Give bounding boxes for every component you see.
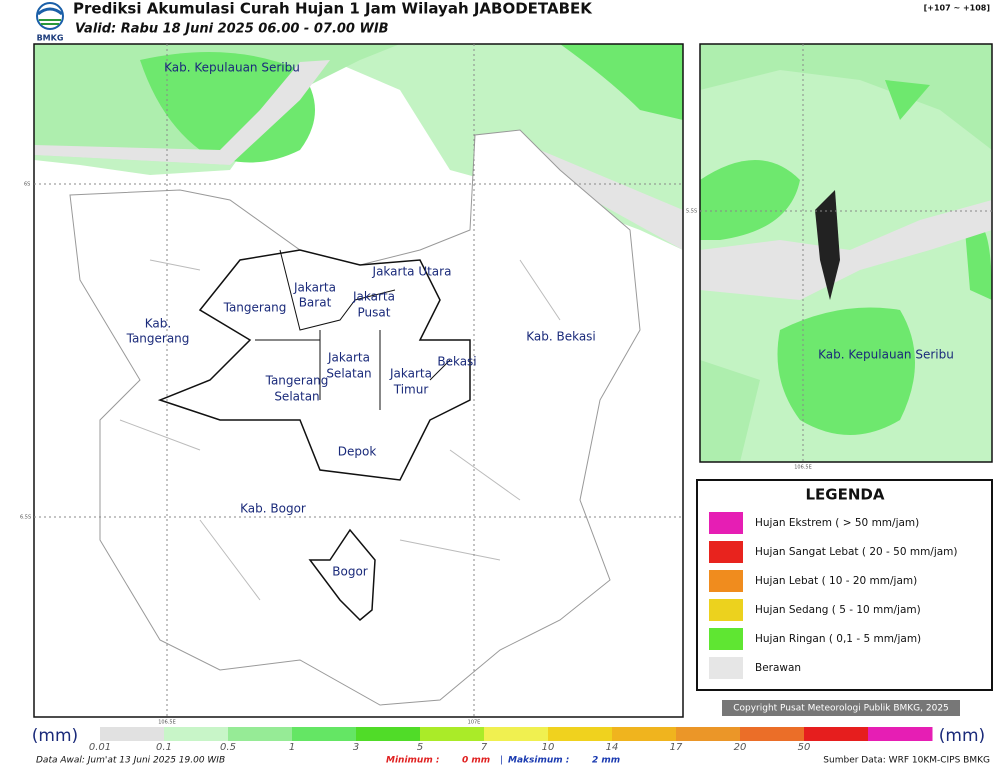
title: Prediksi Akumulasi Curah Hujan 1 Jam Wil… — [73, 0, 593, 18]
colorbar-tick: 14 — [606, 742, 619, 753]
max-value: 2 mm — [592, 756, 620, 766]
legend-label: Hujan Sangat Lebat ( 20 - 50 mm/jam) — [755, 546, 958, 558]
colorbar-tick: 50 — [798, 742, 811, 753]
region-label: Jakarta — [293, 281, 336, 295]
colorbar-segment — [292, 727, 357, 741]
legend-label: Berawan — [755, 662, 801, 674]
code: [+107 ~ +108] — [924, 4, 990, 13]
valid: Valid: Rabu 18 Juni 2025 06.00 - 07.00 W… — [75, 22, 389, 37]
legend-label: Hujan Ekstrem ( > 50 mm/jam) — [755, 517, 919, 529]
legend-swatch — [709, 512, 743, 534]
region-label: Jakarta — [389, 367, 432, 381]
lon-tick: 107E — [468, 720, 481, 726]
lon-tick: 106.5E — [158, 720, 175, 726]
colorbar: 0.01 0.1 0.5 1 3 5 7 10 14 17 20 50 — [89, 727, 933, 753]
colorbar-tick: 5 — [417, 742, 423, 753]
colorbar-tick: 0.5 — [220, 742, 236, 753]
region-label: Kab. Kepulauan Seribu — [164, 61, 300, 75]
unit-right: (mm) — [939, 726, 985, 746]
legend-swatch — [709, 570, 743, 592]
lat-tick: 6.5S — [20, 515, 31, 521]
lat-tick: 6S — [24, 182, 30, 188]
inset-lat-tick: 5.5S — [686, 209, 697, 215]
colorbar-tick: 10 — [542, 742, 555, 753]
legend-title: LEGENDA — [806, 486, 885, 504]
region-label: Kab. Bekasi — [526, 330, 596, 344]
colorbar-segment — [740, 727, 805, 741]
colorbar-segment — [868, 727, 933, 741]
colorbar-tick: 7 — [481, 742, 488, 753]
colorbar-segment — [548, 727, 613, 741]
min-value: 0 mm — [462, 756, 490, 766]
region-label: Tangerang — [126, 332, 190, 346]
region-label: Jakarta Utara — [372, 265, 452, 279]
colorbar-segment — [164, 727, 229, 741]
copyright: Copyright Pusat Meteorologi Publik BMKG,… — [733, 704, 949, 714]
region-label: Jakarta — [352, 290, 395, 304]
logo: BMKG — [36, 2, 64, 43]
region-label: Barat — [299, 296, 332, 310]
legend-swatch — [709, 628, 743, 650]
colorbar-tick: 20 — [734, 742, 747, 753]
legend-label: Hujan Ringan ( 0,1 - 5 mm/jam) — [755, 633, 921, 645]
colorbar-segment — [676, 727, 741, 741]
colorbar-tick: 3 — [353, 742, 359, 753]
colorbar-segment — [100, 727, 165, 741]
colorbar-segment — [484, 727, 549, 741]
region-label: Timur — [393, 383, 429, 397]
region-label: Kab. Bogor — [240, 502, 306, 516]
inset-lon-tick: 106.5E — [794, 465, 811, 471]
legend-swatch — [709, 657, 743, 679]
logo-text: BMKG — [37, 34, 64, 43]
main-map: 6S 6.5S 106.5E 107E Kab. Kepulauan Serib… — [20, 43, 684, 726]
region-label: Selatan — [326, 367, 371, 381]
region-label: Jakarta — [327, 351, 370, 365]
colorbar-segment — [804, 727, 869, 741]
colorbar-tick: 1 — [289, 742, 295, 753]
colorbar-segment — [612, 727, 677, 741]
legend-swatch — [709, 541, 743, 563]
copyright-box — [722, 700, 960, 716]
inset-label: Kab. Kepulauan Seribu — [818, 348, 954, 362]
legend-label: Hujan Lebat ( 10 - 20 mm/jam) — [755, 575, 917, 587]
region-label: Kab. — [145, 317, 171, 331]
legend-swatch — [709, 599, 743, 621]
colorbar-segment — [420, 727, 485, 741]
unit-left: (mm) — [32, 726, 78, 746]
region-label: Bogor — [332, 565, 368, 579]
colorbar-segment — [356, 727, 421, 741]
data-awal: Data Awal: Jum'at 13 Juni 2025 19.00 WIB — [36, 756, 225, 766]
inset-map: 5.5S 106.5E Kab. Kepulauan Seribu — [686, 43, 993, 471]
region-label: Depok — [338, 445, 377, 459]
colorbar-segment — [228, 727, 293, 741]
colorbar-tick: 17 — [670, 742, 683, 753]
region-label: Pusat — [358, 306, 391, 320]
legend-label: Hujan Sedang ( 5 - 10 mm/jam) — [755, 604, 921, 616]
separator: | — [500, 756, 503, 766]
colorbar-tick: 0.1 — [156, 742, 172, 753]
min-label: Minimum : — [386, 756, 439, 766]
region-label: Selatan — [274, 390, 319, 404]
colorbar-tick: 0.01 — [89, 742, 111, 753]
max-label: Maksimum : — [508, 756, 569, 766]
source: Sumber Data: WRF 10KM-CIPS BMKG — [823, 756, 990, 766]
region-label: Tangerang — [265, 374, 329, 388]
legend: LEGENDA Hujan Ekstrem ( > 50 mm/jam) Huja… — [696, 479, 993, 691]
region-label: Tangerang — [223, 301, 287, 315]
region-label: Bekasi — [437, 355, 476, 369]
